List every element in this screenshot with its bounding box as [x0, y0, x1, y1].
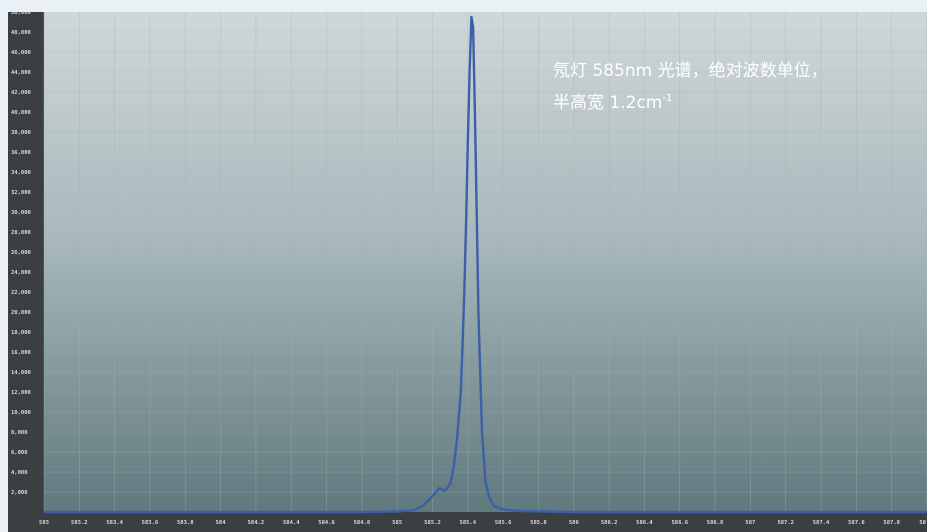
- y-tick-label: 14,000: [11, 370, 31, 376]
- annotation-superscript: -1: [662, 93, 673, 104]
- x-tick-label: 583.2: [71, 520, 88, 526]
- annotation-line-2-text: 半高宽 1.2cm: [553, 93, 663, 113]
- x-tick-label: 587.6: [848, 520, 865, 526]
- y-tick-label: 6,000: [11, 450, 28, 456]
- x-tick-label: 587: [745, 520, 755, 526]
- x-tick-label: 586.8: [707, 520, 724, 526]
- y-axis-ticks: 2,000 4,000 6,000 8,000 10,000 12,000 14,000 16…: [11, 12, 31, 496]
- y-tick-label: 44,000: [11, 70, 31, 76]
- annotation-line-1: 氖灯 585nm 光谱，绝对波数单位，: [553, 61, 828, 81]
- x-tick-label: 586.2: [601, 520, 618, 526]
- y-tick-label: 8,000: [11, 430, 28, 436]
- series-layer: [44, 15, 927, 514]
- y-tick-label: 42,000: [11, 90, 31, 96]
- x-tick-label: 587.4: [813, 520, 830, 526]
- y-tick-label: 38,000: [11, 130, 31, 136]
- x-tick-label: 584.6: [318, 520, 335, 526]
- y-tick-label: 36,000: [11, 150, 31, 156]
- x-tick-label: 583.8: [177, 520, 194, 526]
- x-tick-label: 587.2: [777, 520, 794, 526]
- annotation-line-2: 半高宽 1.2cm-1: [553, 85, 913, 117]
- y-tick-label: 28,000: [11, 230, 31, 236]
- x-tick-label: 584.8: [354, 520, 371, 526]
- x-tick-label: 586.6: [671, 520, 688, 526]
- y-tick-label: 46,000: [11, 50, 31, 56]
- x-tick-label: 584.2: [248, 520, 265, 526]
- y-tick-label: 22,000: [11, 290, 31, 296]
- x-tick-label: 584: [216, 520, 227, 526]
- y-tick-label: 26,000: [11, 250, 31, 256]
- x-tick-label: 584.4: [283, 520, 300, 526]
- y-tick-label: 34,000: [11, 170, 31, 176]
- grid-lines: [43, 12, 927, 512]
- y-tick-label: 30,000: [11, 210, 31, 216]
- y-tick-label: 16,000: [11, 350, 31, 356]
- y-tick-label: 24,000: [11, 270, 31, 276]
- chart-frame: 2,000 4,000 6,000 8,000 10,000 12,000 14,000 16…: [8, 12, 927, 532]
- y-tick-label: 48,000: [11, 30, 31, 36]
- spectrum-annotation: 氖灯 585nm 光谱，绝对波数单位， 半高宽 1.2cm-1: [553, 58, 913, 117]
- y-tick-label: 40,000: [11, 110, 31, 116]
- y-tick-label: 50,000: [11, 12, 31, 16]
- y-tick-label: 32,000: [11, 190, 31, 196]
- chart-svg: 2,000 4,000 6,000 8,000 10,000 12,000 14,000 16…: [11, 12, 927, 526]
- x-tick-label: 585: [392, 520, 402, 526]
- x-tick-label: 583.6: [142, 520, 159, 526]
- x-tick-label: 585.6: [495, 520, 512, 526]
- y-tick-label: 10,000: [11, 410, 31, 416]
- x-tick-label: 583: [39, 520, 49, 526]
- x-tick-label: 587.8: [883, 520, 900, 526]
- y-tick-label: 4,000: [11, 470, 28, 476]
- x-tick-label: 585.2: [424, 520, 441, 526]
- x-tick-label: 586: [569, 520, 580, 526]
- x-tick-label: 585.4: [460, 520, 477, 526]
- y-tick-label: 2,000: [11, 490, 28, 496]
- x-axis-ticks: 583 583.2 583.4 583.6 583.8 584 584.2 584.4 584.…: [39, 520, 926, 526]
- x-tick-label: 585.8: [530, 520, 547, 526]
- spectrum-line: [44, 15, 927, 514]
- x-tick-label: 583.4: [106, 520, 123, 526]
- plot-area: [44, 12, 927, 512]
- y-tick-label: 18,000: [11, 330, 31, 336]
- x-tick-label: 586.4: [636, 520, 653, 526]
- x-tick-label: 58: [919, 520, 926, 526]
- y-tick-label: 20,000: [11, 310, 31, 316]
- y-tick-label: 12,000: [11, 390, 31, 396]
